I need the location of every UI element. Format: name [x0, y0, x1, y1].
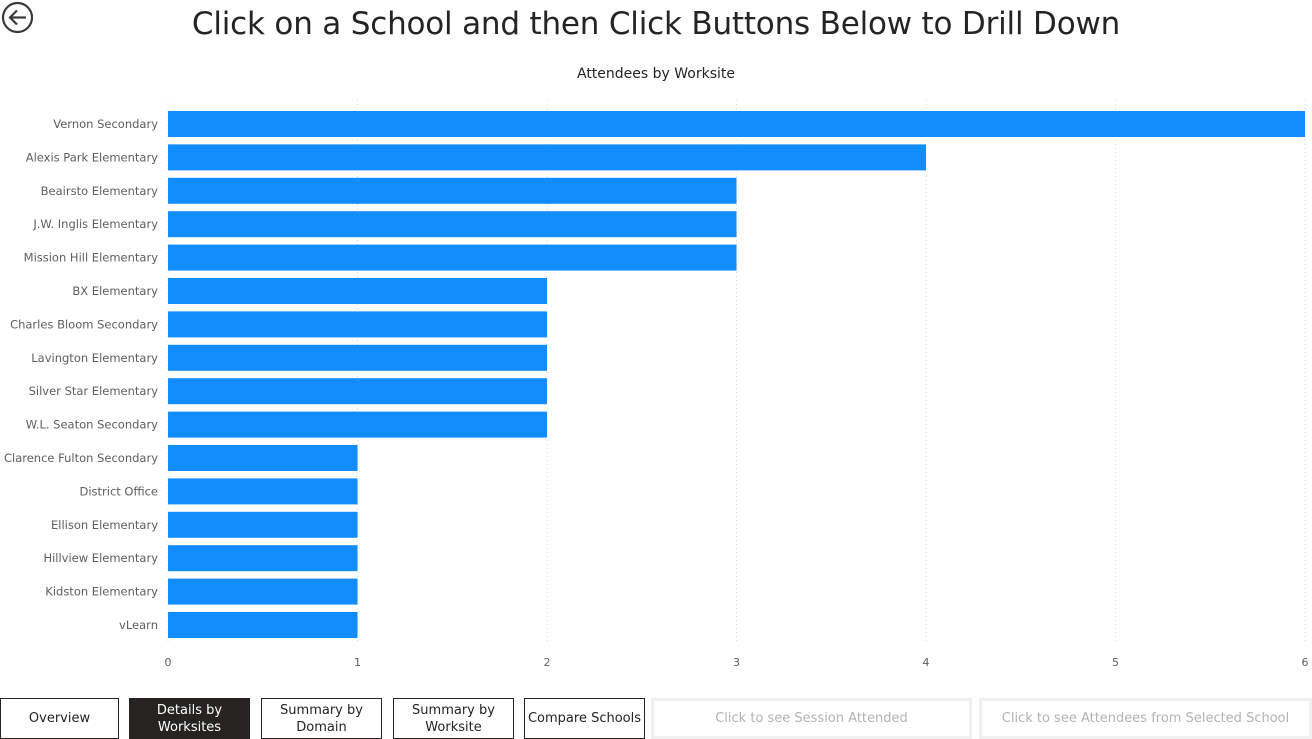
- category-label[interactable]: Silver Star Elementary: [29, 384, 159, 398]
- x-tick-label: 2: [544, 656, 551, 669]
- button-label: Click to see Attendees from Selected Sch…: [1001, 711, 1290, 726]
- button-label: Click to see Session Attended: [715, 711, 908, 726]
- overview-button[interactable]: Overview: [0, 698, 119, 739]
- category-label[interactable]: District Office: [79, 484, 158, 498]
- attendees-selected-school-button: Click to see Attendees from Selected Sch…: [979, 698, 1312, 739]
- bar[interactable]: [168, 545, 358, 572]
- bar[interactable]: [168, 244, 737, 271]
- bar[interactable]: [168, 278, 547, 304]
- button-label: Details by Worksites: [156, 702, 223, 735]
- bar[interactable]: [168, 177, 737, 204]
- category-label[interactable]: Charles Bloom Secondary: [10, 317, 158, 331]
- category-label[interactable]: Vernon Secondary: [53, 117, 158, 131]
- bar-chart: 0 1 2 3 4 5 6 Vernon Secondary Alexis Park Eleme…: [4, 100, 1309, 669]
- category-label[interactable]: Ellison Elementary: [51, 518, 158, 532]
- bar[interactable]: [168, 378, 547, 405]
- bar[interactable]: [168, 144, 926, 171]
- bar[interactable]: [168, 511, 358, 538]
- x-tick-label: 1: [354, 656, 361, 669]
- back-button[interactable]: [1, 1, 34, 34]
- x-tick-label: 6: [1302, 656, 1309, 669]
- button-label: Summary by Domain: [280, 702, 363, 735]
- bar[interactable]: [168, 344, 547, 371]
- x-tick-label: 3: [733, 656, 740, 669]
- chart-title: Attendees by Worksite: [576, 66, 735, 82]
- button-label: Summary by Worksite: [412, 702, 495, 735]
- bar[interactable]: [168, 445, 358, 471]
- page-title: Click on a School and then Click Buttons…: [191, 6, 1121, 42]
- category-label[interactable]: BX Elementary: [72, 284, 158, 298]
- button-label: Compare Schools: [527, 711, 642, 726]
- bar[interactable]: [168, 478, 358, 505]
- bar[interactable]: [168, 311, 547, 338]
- category-label[interactable]: Beairsto Elementary: [41, 184, 159, 198]
- compare-schools-button[interactable]: Compare Schools: [524, 698, 645, 739]
- category-label[interactable]: Clarence Fulton Secondary: [4, 451, 158, 465]
- bar[interactable]: [168, 111, 1305, 137]
- category-label[interactable]: vLearn: [119, 618, 158, 632]
- details-by-worksites-button[interactable]: Details by Worksites: [129, 698, 250, 739]
- category-label[interactable]: Alexis Park Elementary: [26, 150, 158, 164]
- x-tick-label: 4: [923, 656, 930, 669]
- bar[interactable]: [168, 612, 358, 638]
- category-label[interactable]: J.W. Inglis Elementary: [32, 217, 158, 231]
- bar[interactable]: [168, 578, 358, 605]
- bar[interactable]: [168, 411, 547, 438]
- bar[interactable]: [168, 211, 737, 238]
- category-label[interactable]: Kidston Elementary: [45, 585, 158, 599]
- category-label[interactable]: Lavington Elementary: [31, 351, 158, 365]
- x-tick-label: 0: [165, 656, 172, 669]
- summary-by-domain-button[interactable]: Summary by Domain: [261, 698, 382, 739]
- category-label[interactable]: W.L. Seaton Secondary: [26, 418, 158, 432]
- back-arrow-icon: [1, 1, 34, 34]
- button-label: Overview: [28, 711, 91, 726]
- category-label[interactable]: Hillview Elementary: [43, 551, 158, 565]
- x-tick-label: 5: [1112, 656, 1119, 669]
- category-label[interactable]: Mission Hill Elementary: [24, 251, 159, 265]
- summary-by-worksite-button[interactable]: Summary by Worksite: [393, 698, 514, 739]
- session-attended-button: Click to see Session Attended: [651, 698, 972, 739]
